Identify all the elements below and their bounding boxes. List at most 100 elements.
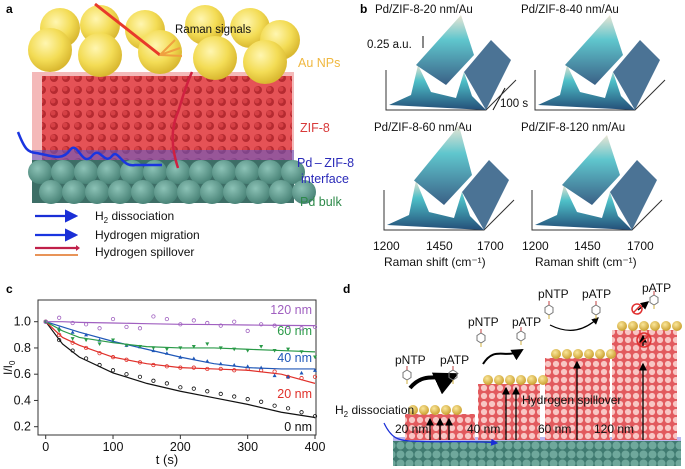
molecule-icon — [448, 366, 458, 384]
panel-c: c 0 100 200 300 400 0.2 0.4 0.6 0.8 1.0 0 nm 20 nm 4… — [1, 282, 325, 467]
spectrum-peak-ridge — [414, 125, 472, 205]
legend-label-hydrogen-spillover: Hydrogen spillover — [95, 245, 194, 259]
data-point — [111, 338, 116, 343]
au-particle — [672, 321, 682, 331]
hydrogen-spillover-path — [171, 71, 194, 169]
pd-atom — [269, 180, 293, 204]
data-point — [57, 332, 62, 337]
x-tick-label: 400 — [305, 440, 326, 454]
data-point — [124, 372, 129, 377]
data-point — [164, 381, 169, 386]
pd-atom — [212, 160, 236, 184]
axis-frame — [383, 190, 515, 231]
hydrogen-migration-path — [16, 131, 162, 167]
molecule-icon — [476, 329, 486, 347]
data-point — [313, 368, 317, 372]
product-label-3: pATP — [582, 287, 611, 301]
molecule-icon — [544, 301, 554, 319]
pd-bulk-label: Pd bulk — [300, 195, 342, 209]
raman-signals-label: Raman signals — [175, 24, 251, 36]
x-tick-1700-right: 1700 — [627, 239, 654, 253]
benzene-ring-icon — [402, 369, 412, 381]
au-particle — [494, 375, 504, 385]
au-particle — [441, 405, 451, 415]
intensity-scale-label: 0.25 a.u. — [367, 39, 412, 51]
pd-atom — [51, 160, 75, 184]
product-label-2: pATP — [512, 315, 541, 329]
pd-atom — [223, 180, 247, 204]
pd-atom — [246, 180, 270, 204]
axis-frame — [385, 70, 517, 111]
data-point — [299, 410, 304, 415]
series-label: 120 nm — [270, 303, 312, 317]
pd-bulk — [28, 160, 316, 204]
pd-atom — [97, 160, 121, 184]
data-point — [70, 337, 75, 341]
au-particle — [538, 375, 548, 385]
data-point — [259, 345, 264, 349]
thickness-label-40nm: 40 nm — [467, 422, 500, 436]
data-point — [286, 374, 291, 379]
pd-substrate — [393, 440, 681, 466]
axis-frame — [534, 70, 666, 111]
spectrum-back-ridge — [610, 160, 657, 230]
y-axis-label: I/I0 — [1, 360, 17, 375]
zif-block-120nm — [612, 330, 677, 440]
data-point — [272, 403, 277, 408]
x-axis-label-left: Raman shift (cm⁻¹) — [384, 255, 486, 269]
fit-line — [45, 321, 316, 327]
data-point — [312, 414, 318, 419]
series-120nm: 120 nm — [43, 303, 318, 333]
plot-frame — [37, 299, 317, 436]
y-tick-label: 0.4 — [14, 393, 31, 407]
y-tick-label: 1.0 — [14, 315, 31, 329]
data-point — [205, 389, 210, 394]
data-point — [151, 378, 156, 383]
data-point — [259, 322, 264, 327]
x-tick-1200-right: 1200 — [522, 239, 549, 253]
series-label: 40 nm — [277, 351, 312, 365]
data-point — [191, 386, 196, 391]
hydrogen-migration-arrow — [383, 422, 499, 446]
au-particle — [527, 375, 537, 385]
benzene-ring-icon — [516, 330, 526, 342]
data-point — [245, 328, 250, 333]
x-tick-label: 0 — [42, 440, 49, 454]
fit-line — [45, 321, 315, 370]
time-scale-bar — [492, 87, 506, 111]
molecule-icon — [516, 327, 526, 345]
x-tick-1700-left: 1700 — [477, 239, 504, 253]
subplot-title-120nm: Pd/ZIF-8-120 nm/Au — [521, 122, 625, 134]
au-nanoparticle — [28, 28, 72, 72]
au-particle — [639, 321, 649, 331]
spectrum-back-ridge — [462, 160, 509, 230]
spectrum-peak-ridge — [416, 15, 474, 85]
au-particles — [408, 321, 682, 415]
data-point — [124, 324, 129, 330]
au-particle — [650, 321, 660, 331]
panel-d: d pNTP pATP pNT — [335, 281, 682, 466]
pd-atom — [166, 160, 190, 184]
au-particle — [452, 405, 462, 415]
axis-frame — [531, 190, 663, 231]
legend-label-h2-dissociation: H2 dissociation — [95, 209, 174, 225]
pd-atom — [85, 180, 109, 204]
x-tick-label: 300 — [237, 440, 258, 454]
au-particle — [606, 349, 616, 359]
reactant-label-2: pNTP — [468, 315, 499, 329]
x-tick-label: 200 — [170, 440, 191, 454]
au-particle — [551, 349, 561, 359]
fit-line — [45, 321, 316, 419]
zif-8-label: ZIF-8 — [300, 121, 330, 135]
reactant-label-1: pNTP — [395, 353, 426, 367]
au-particle — [408, 405, 418, 415]
spectrum-front — [535, 185, 632, 230]
data-point — [84, 338, 89, 343]
data-point — [312, 374, 318, 379]
pd-atom — [62, 180, 86, 204]
benzene-ring-icon — [649, 294, 659, 306]
pd-atom — [200, 180, 224, 204]
panel-label-b: b — [360, 2, 367, 16]
